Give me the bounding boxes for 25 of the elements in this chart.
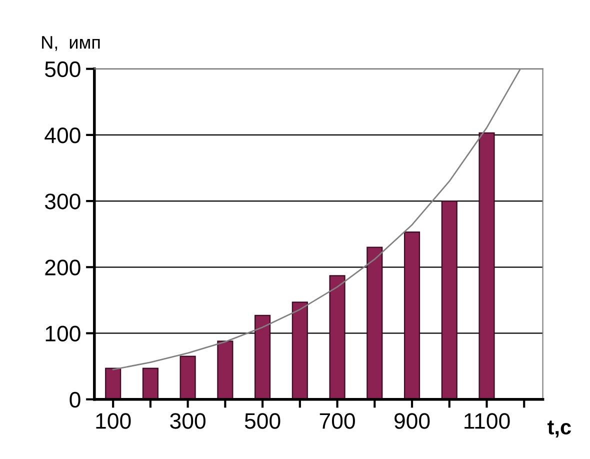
bar — [180, 356, 196, 400]
y-tick-label: 300 — [44, 194, 80, 210]
y-tick-label: 500 — [45, 61, 80, 78]
x-tick-label: 100 — [96, 413, 131, 429]
bar — [329, 275, 346, 400]
y-tick-label: 100 — [46, 326, 80, 342]
y-tick-label: 200 — [45, 260, 80, 276]
bar — [441, 200, 458, 400]
bar — [142, 368, 158, 400]
y-tick-label: 400 — [44, 127, 80, 144]
bar — [217, 340, 234, 400]
bar — [366, 246, 383, 400]
x-tick-label: 500 — [244, 413, 280, 429]
y-axis-title: N, имп — [42, 36, 100, 51]
y-tick-label: 0 — [70, 392, 80, 408]
x-tick-label: 300 — [170, 413, 206, 429]
bar — [478, 132, 495, 400]
x-tick-label: 700 — [320, 413, 355, 429]
bar — [292, 302, 308, 400]
bar — [105, 368, 122, 400]
x-tick-label: 1100 — [464, 413, 510, 429]
bar — [404, 232, 420, 400]
x-tick-label: 900 — [394, 413, 430, 429]
bar — [254, 314, 271, 400]
x-axis-title: t,c — [548, 420, 571, 438]
